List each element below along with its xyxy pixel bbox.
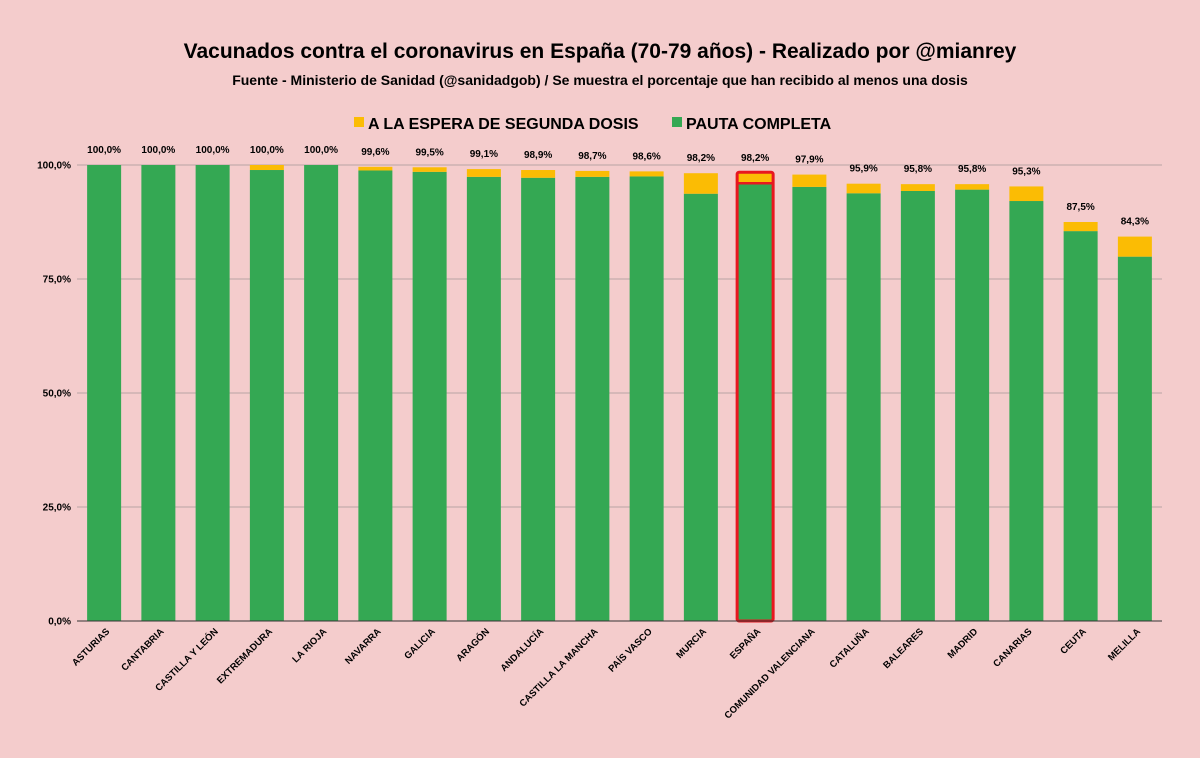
data-label: 100,0% (141, 145, 175, 156)
bar-pauta-completa (629, 176, 664, 621)
legend-label-1: PAUTA COMPLETA (686, 116, 832, 133)
data-label: 98,2% (741, 153, 769, 164)
bar-espera-segunda-dosis (683, 173, 718, 194)
chart-title: Vacunados contra el coronavirus en Españ… (184, 40, 1017, 63)
data-label: 98,7% (578, 151, 606, 162)
data-label: 99,5% (415, 147, 443, 158)
category-label: MURCIA (674, 626, 709, 661)
data-label: 100,0% (196, 145, 230, 156)
data-label: 98,6% (632, 151, 660, 162)
bar-pauta-completa (141, 165, 176, 621)
bar-pauta-completa (358, 170, 393, 622)
data-label: 95,3% (1012, 166, 1040, 177)
bar-pauta-completa (87, 165, 122, 621)
bar-espera-segunda-dosis (1063, 222, 1098, 232)
y-tick-label: 75,0% (43, 275, 71, 286)
bar-pauta-completa (195, 165, 230, 621)
category-label: LA RIOJA (290, 626, 329, 665)
bar-espera-segunda-dosis (900, 184, 935, 191)
bar-pauta-completa (1063, 231, 1098, 621)
category-label: ARAGÓN (454, 626, 492, 664)
gridlines (77, 164, 1162, 508)
category-label: ESPAÑA (728, 626, 763, 661)
data-label: 95,8% (958, 164, 986, 175)
bar-pauta-completa (466, 176, 501, 621)
data-label: 100,0% (304, 145, 338, 156)
category-label: CATALUÑA (828, 626, 872, 670)
bar-pauta-completa (575, 176, 610, 621)
y-tick-label: 50,0% (43, 389, 71, 400)
bar-espera-segunda-dosis (575, 170, 610, 177)
data-label: 99,6% (361, 147, 389, 158)
category-label: COMUNIDAD VALENCIANA (723, 626, 818, 721)
bar-espera-segunda-dosis (846, 183, 881, 194)
data-label: 100,0% (250, 145, 284, 156)
category-label: GALICIA (402, 626, 437, 661)
bar-espera-segunda-dosis (1009, 186, 1044, 202)
bar-pauta-completa (683, 193, 718, 621)
bar-pauta-completa (846, 193, 881, 621)
bar-espera-segunda-dosis (629, 171, 664, 177)
bar-pauta-completa (955, 189, 990, 621)
data-label: 95,8% (904, 164, 932, 175)
category-label: CEUTA (1058, 626, 1089, 657)
bar-pauta-completa (249, 170, 284, 622)
bars: 100,0% 100,0% 100,0% 100,0% 100,0% 99,6% 99,5%… (87, 145, 1152, 623)
bar-pauta-completa (412, 171, 447, 621)
category-label: MADRID (946, 626, 981, 661)
bar-espera-segunda-dosis (466, 169, 501, 177)
category-label: NAVARRA (343, 626, 383, 666)
bar-pauta-completa (304, 165, 339, 621)
legend-label-0: A LA ESPERA DE SEGUNDA DOSIS (368, 116, 639, 133)
legend: A LA ESPERA DE SEGUNDA DOSIS PAUTA COMPLE… (354, 116, 832, 133)
bar-espera-segunda-dosis (955, 184, 990, 190)
bar-espera-segunda-dosis (521, 170, 556, 178)
y-axis: 0,0% 25,0% 50,0% 75,0% 100,0% (37, 161, 71, 628)
bar-espera-segunda-dosis (1117, 236, 1152, 257)
bar-pauta-completa (792, 186, 827, 621)
category-label: MELILLA (1106, 626, 1143, 663)
data-label: 87,5% (1066, 202, 1094, 213)
y-tick-label: 25,0% (43, 503, 71, 514)
category-label: ASTURIAS (70, 626, 112, 668)
category-label: BALEARES (881, 626, 926, 671)
legend-swatch-1 (672, 117, 682, 127)
data-label: 98,2% (687, 153, 715, 164)
data-label: 97,9% (795, 155, 823, 166)
category-label: CANTABRIA (119, 626, 166, 673)
chart-subtitle: Fuente - Ministerio de Sanidad (@sanidad… (232, 72, 968, 88)
data-label: 84,3% (1121, 217, 1149, 228)
bar-espera-segunda-dosis (738, 173, 773, 184)
bar-pauta-completa (1009, 201, 1044, 622)
category-label: ANDALUCÍA (499, 626, 547, 674)
bar-espera-segunda-dosis (249, 165, 284, 171)
category-label: CANARIAS (991, 626, 1034, 669)
data-label: 95,9% (849, 164, 877, 175)
bar-espera-segunda-dosis (412, 167, 447, 172)
bar-pauta-completa (900, 190, 935, 621)
bar-pauta-completa (1117, 256, 1152, 621)
y-tick-label: 0,0% (48, 617, 71, 628)
data-label: 100,0% (87, 145, 121, 156)
category-label: PAÍS VASCO (607, 626, 655, 674)
bar-espera-segunda-dosis (358, 166, 393, 171)
y-tick-label: 100,0% (37, 161, 71, 172)
legend-swatch-0 (354, 117, 364, 127)
data-label: 98,9% (524, 150, 552, 161)
bar-pauta-completa (521, 177, 556, 621)
bar-espera-segunda-dosis (792, 174, 827, 187)
bar-pauta-completa (738, 183, 773, 622)
data-label: 99,1% (470, 149, 498, 160)
category-label: EXTREMADURA (215, 626, 275, 686)
